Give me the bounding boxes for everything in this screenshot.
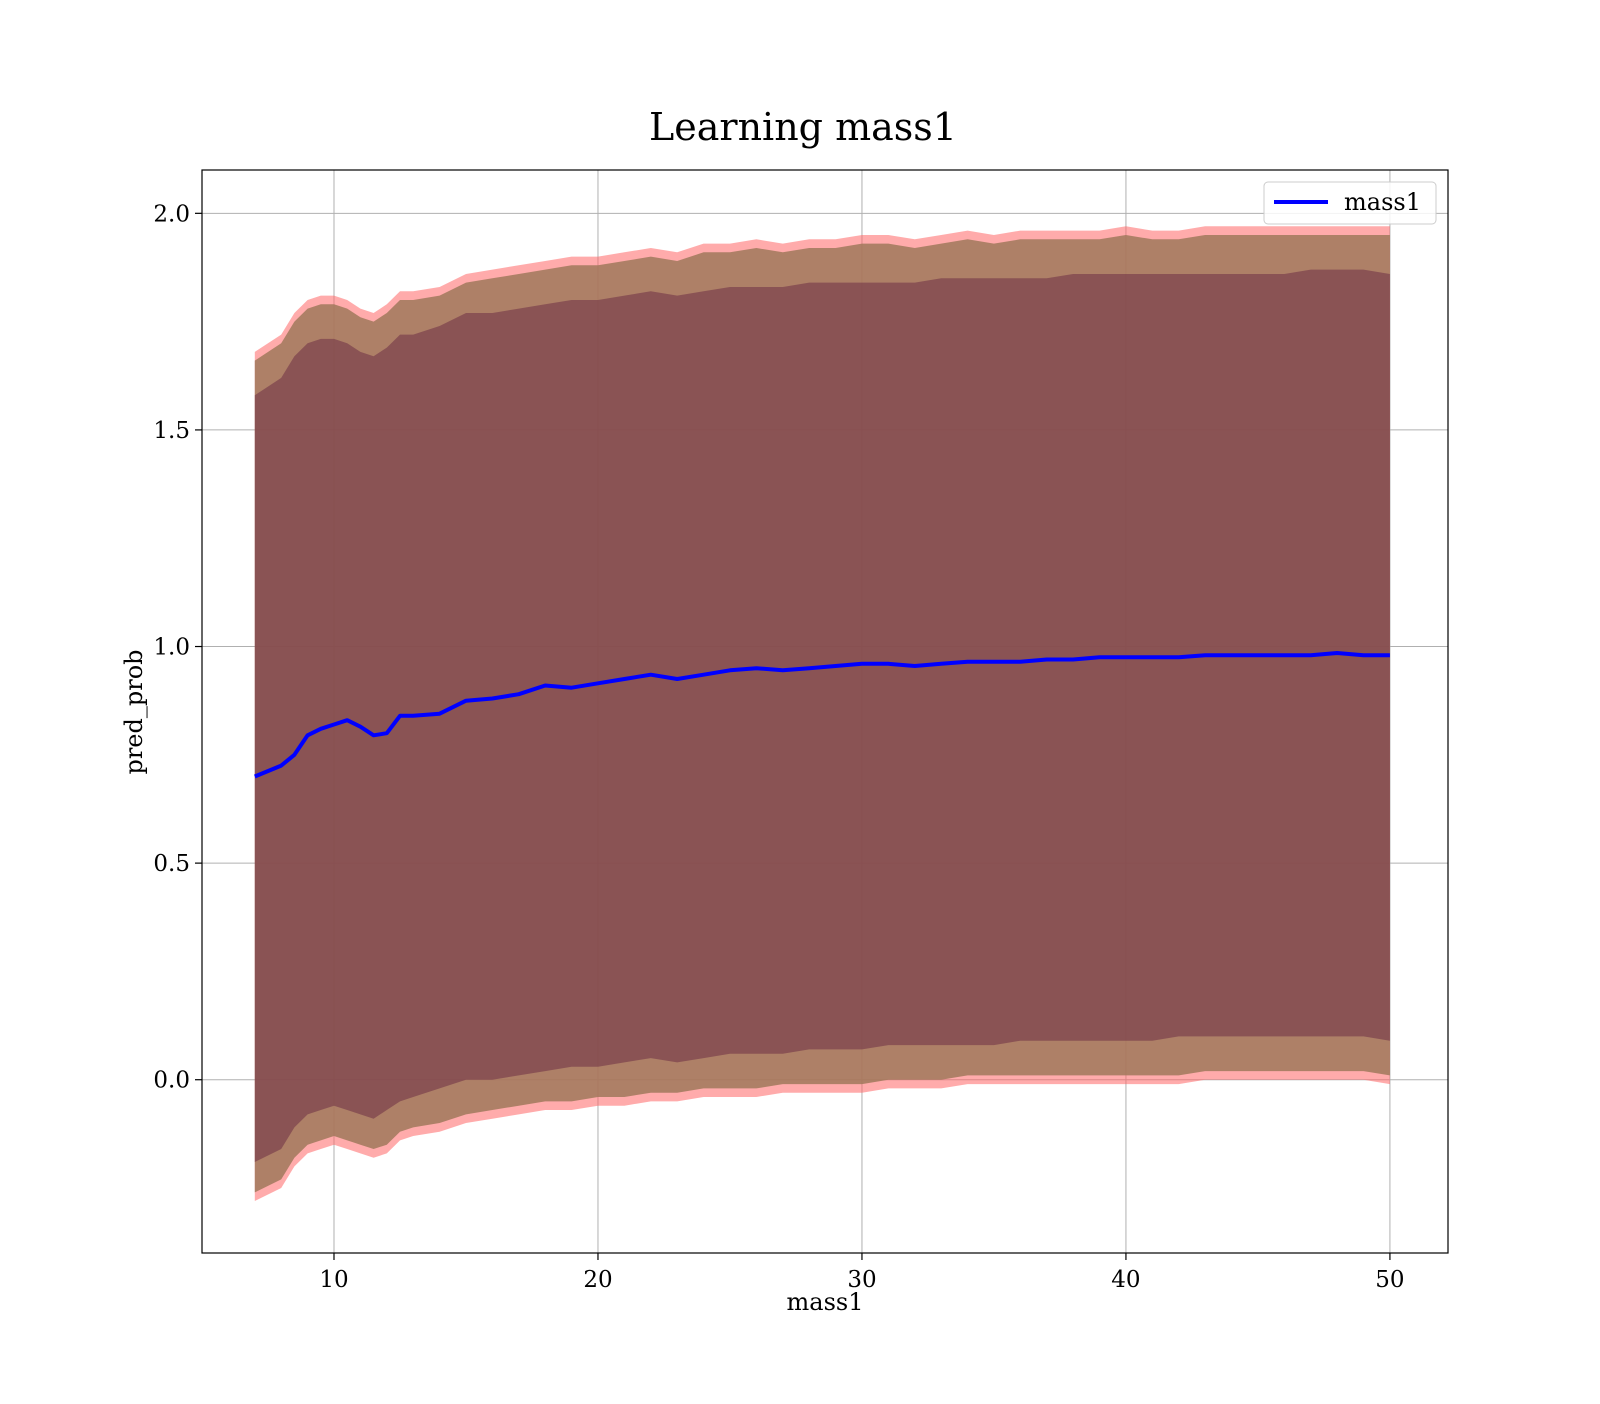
plot-frame [201, 169, 1449, 1254]
y-tick-label-3: 1.5 [153, 418, 190, 444]
y-tick-label-0: 0.0 [153, 1068, 190, 1094]
legend-entry-mass1: mass1 [1344, 188, 1421, 216]
chart-title: Learning mass1 [649, 105, 957, 149]
series-line-mass1 [254, 651, 1390, 779]
y-tick-label-4: 2.0 [153, 201, 190, 227]
axis-ticks: 10 20 30 40 50 0.0 0.5 1.0 1.5 2.0 [153, 201, 1404, 1293]
y-tick-label-1: 0.5 [153, 851, 190, 877]
y-axis-label: pred_prob [120, 649, 148, 774]
x-tick-label-4: 50 [1375, 1267, 1404, 1293]
legend-box [1263, 181, 1437, 225]
x-tick-label-3: 40 [1111, 1267, 1140, 1293]
band-inner [254, 269, 1390, 1163]
confidence-bands [254, 226, 1390, 1202]
x-tick-label-2: 30 [847, 1267, 876, 1293]
y-tick-label-2: 1.0 [153, 635, 190, 661]
x-axis-label: mass1 [787, 1288, 864, 1316]
series-lines [254, 651, 1390, 779]
x-tick-label-0: 10 [319, 1267, 348, 1293]
x-tick-label-1: 20 [583, 1267, 612, 1293]
legend: mass1 [1263, 181, 1437, 225]
